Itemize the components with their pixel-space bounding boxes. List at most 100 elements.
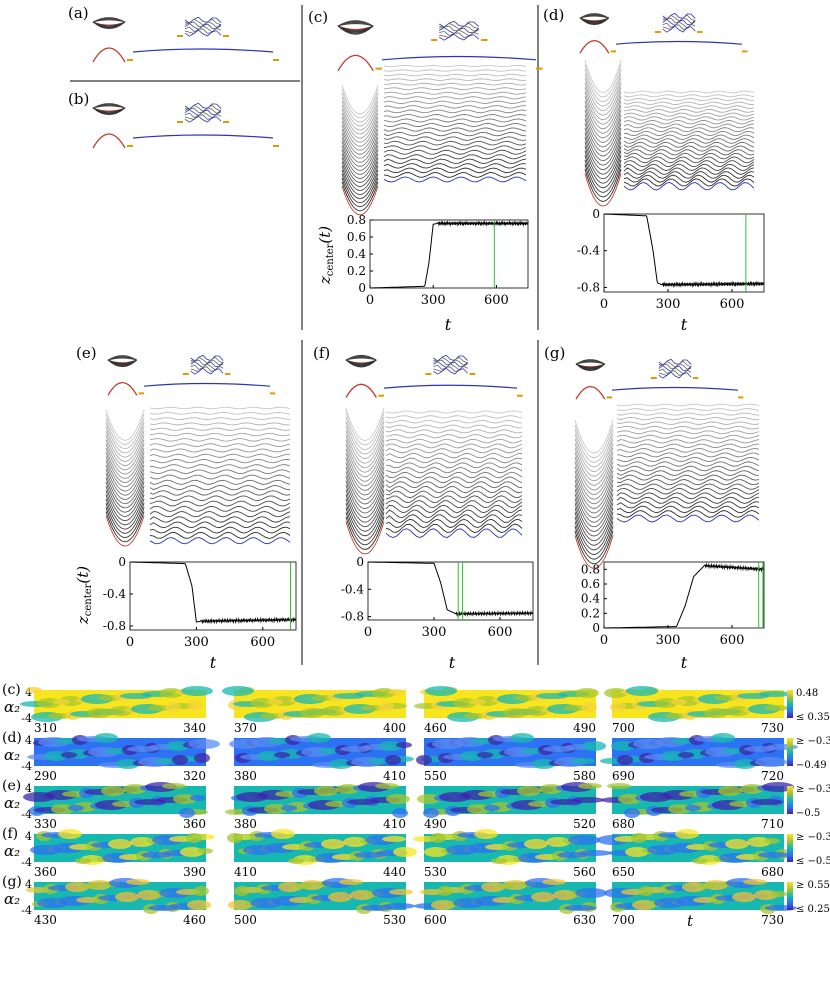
heatmap-blob xyxy=(61,752,77,758)
profile-wave-curve xyxy=(383,87,527,91)
heatmap-blob xyxy=(389,689,405,695)
heatmap-blob xyxy=(765,705,789,711)
panel-label-c: (c) xyxy=(308,8,328,26)
heatmap-xtick-start: 490 xyxy=(424,817,447,831)
heatmap-xtick-start: 360 xyxy=(34,865,57,879)
sketch-curve xyxy=(92,107,126,116)
profile-u-curve xyxy=(345,475,385,509)
profile-wave-curve xyxy=(383,163,527,169)
stack-e xyxy=(105,406,291,547)
heatmap-colorbar-top: 0.48 xyxy=(796,688,818,699)
profile-wave-curve xyxy=(385,504,523,514)
profile-wave-curve xyxy=(623,156,755,164)
heatmap-blob xyxy=(477,752,493,758)
profile-u-curve xyxy=(584,150,622,184)
profile-u-curve xyxy=(341,133,379,163)
heatmap-ylabel: α₂ xyxy=(4,698,20,716)
profile-wave-curve xyxy=(383,149,527,155)
heatmap-blob xyxy=(718,786,742,796)
heatmap-panel: 700 730 xyxy=(604,878,797,927)
profile-u-curve xyxy=(105,494,145,526)
profile-u-curve xyxy=(584,118,622,152)
zplot-xtick-label: 600 xyxy=(720,633,745,648)
sketch-f xyxy=(345,354,523,398)
profile-u-curve xyxy=(574,512,614,546)
heatmap-blob xyxy=(762,782,794,792)
heatmap-blob xyxy=(322,706,346,716)
heatmap-blob xyxy=(737,693,769,699)
heatmap-xtick-start: 500 xyxy=(234,913,257,927)
sketch-tangle xyxy=(184,27,222,35)
heatmap-blob xyxy=(610,702,626,712)
zplot-ytick-label: 0.8 xyxy=(347,213,366,227)
profile-wave-curve xyxy=(616,492,760,500)
profile-u-curve xyxy=(574,419,614,454)
profile-u-curve xyxy=(341,84,379,115)
heatmap-xtick-start: 700 xyxy=(612,721,635,735)
heatmap-blob xyxy=(432,739,464,749)
heatmap-panel: 290 320 xyxy=(27,733,220,783)
heatmap-xtick-start: 430 xyxy=(34,913,57,927)
profile-u-curve xyxy=(345,494,385,527)
zplot-frame xyxy=(603,213,765,293)
heatmap-blob xyxy=(190,795,206,801)
sketch-curve xyxy=(337,25,374,35)
heatmap-xtick-start: 330 xyxy=(34,817,57,831)
profile-u-curve xyxy=(345,516,385,550)
heatmap-blob xyxy=(611,741,635,751)
heatmap-blob xyxy=(678,752,694,758)
profile-u-curve xyxy=(584,155,622,188)
heatmap-ytick: 4 xyxy=(25,734,32,747)
profile-u-curve xyxy=(341,137,379,167)
profile-wave-curve xyxy=(149,505,291,512)
sketch-arch xyxy=(579,39,610,54)
zplot-ytick-label: 0.8 xyxy=(581,562,600,576)
heatmap-panel: 550 580 xyxy=(416,733,606,783)
profile-u-curve xyxy=(341,157,379,187)
heatmap-blob xyxy=(222,686,254,696)
heatmap-blob xyxy=(54,699,70,705)
profile-wave-curve xyxy=(383,136,527,141)
heatmap-blob xyxy=(578,783,602,789)
zplot-ytick-label: 0 xyxy=(592,621,600,635)
profile-u-curve xyxy=(574,475,614,509)
heatmap-blob xyxy=(754,890,778,900)
profile-u-curve xyxy=(584,82,622,116)
heatmap-xtick-end: 530 xyxy=(383,913,406,927)
sketch-flat xyxy=(132,134,274,139)
heatmap-blob xyxy=(347,799,379,805)
heatmap-blob xyxy=(517,786,541,796)
heatmap-blob xyxy=(250,898,282,908)
sketch-arch xyxy=(107,381,138,396)
profile-u-curve xyxy=(574,493,614,528)
heatmap-blob xyxy=(582,741,606,751)
heatmap-xtick-start: 370 xyxy=(234,721,257,735)
panel-label-b: (b) xyxy=(68,90,89,108)
zplot-frame xyxy=(129,561,297,631)
profile-u-curve xyxy=(345,416,385,450)
profile-wave-curve xyxy=(616,465,760,472)
heatmap-blob xyxy=(87,708,111,718)
profile-wave-curve xyxy=(383,69,527,72)
heatmap-blob xyxy=(75,858,91,864)
profile-wave-curve xyxy=(385,471,523,479)
sketch-tangle xyxy=(190,365,224,373)
profile-wave-curve xyxy=(623,108,755,113)
profile-u-curve xyxy=(341,92,379,123)
heatmap-blob xyxy=(626,686,658,696)
heatmap-colorbar-bottom: −0.49 xyxy=(796,760,827,771)
profile-u-curve xyxy=(341,165,379,196)
heatmap-xtick-end: 560 xyxy=(573,865,596,879)
heatmap-blob xyxy=(531,892,555,902)
profile-u-curve xyxy=(105,473,145,505)
sketch-tangle xyxy=(190,367,224,375)
heatmap-ytick: -4 xyxy=(21,808,32,821)
profile-u-curve xyxy=(574,479,614,514)
profile-u-curve xyxy=(584,105,622,139)
sketch-tangle xyxy=(184,115,222,123)
profile-wave-curve xyxy=(616,501,760,509)
profile-wave-curve xyxy=(149,412,291,415)
panel-labels: (a) (b) (c) (d) (e) (f) (g) xyxy=(68,4,565,362)
profile-u-curve xyxy=(345,412,385,446)
